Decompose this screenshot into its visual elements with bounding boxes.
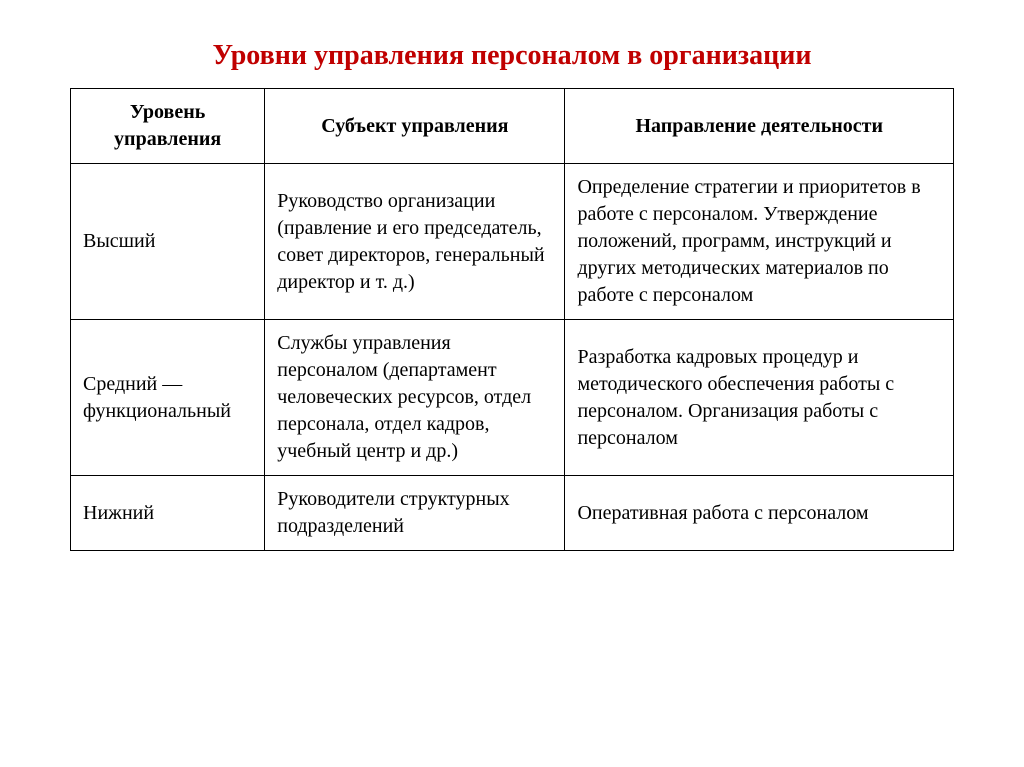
table-header-row: Уровень управления Субъект управления На… <box>71 89 954 164</box>
levels-table: Уровень управления Субъект управления На… <box>70 88 954 551</box>
page-title: Уровни управления персоналом в организац… <box>70 40 954 72</box>
cell-level: Средний — функциональный <box>71 320 265 476</box>
cell-level: Высший <box>71 164 265 320</box>
cell-subject: Службы управления персоналом (департамен… <box>265 320 565 476</box>
col-header-level: Уровень управления <box>71 89 265 164</box>
table-row: Средний — функциональный Службы управлен… <box>71 320 954 476</box>
cell-activity: Разработка кадровых процедур и методичес… <box>565 320 954 476</box>
cell-subject: Руководство организации (правление и его… <box>265 164 565 320</box>
table-row: Высший Руководство организации (правлени… <box>71 164 954 320</box>
col-header-subject: Субъект управления <box>265 89 565 164</box>
cell-level: Нижний <box>71 476 265 551</box>
cell-subject: Руководители структурных подразделений <box>265 476 565 551</box>
cell-activity: Определение стратегии и приоритетов в ра… <box>565 164 954 320</box>
cell-activity: Оперативная работа с персоналом <box>565 476 954 551</box>
col-header-activity: Направление деятельности <box>565 89 954 164</box>
table-row: Нижний Руководители структурных подразде… <box>71 476 954 551</box>
